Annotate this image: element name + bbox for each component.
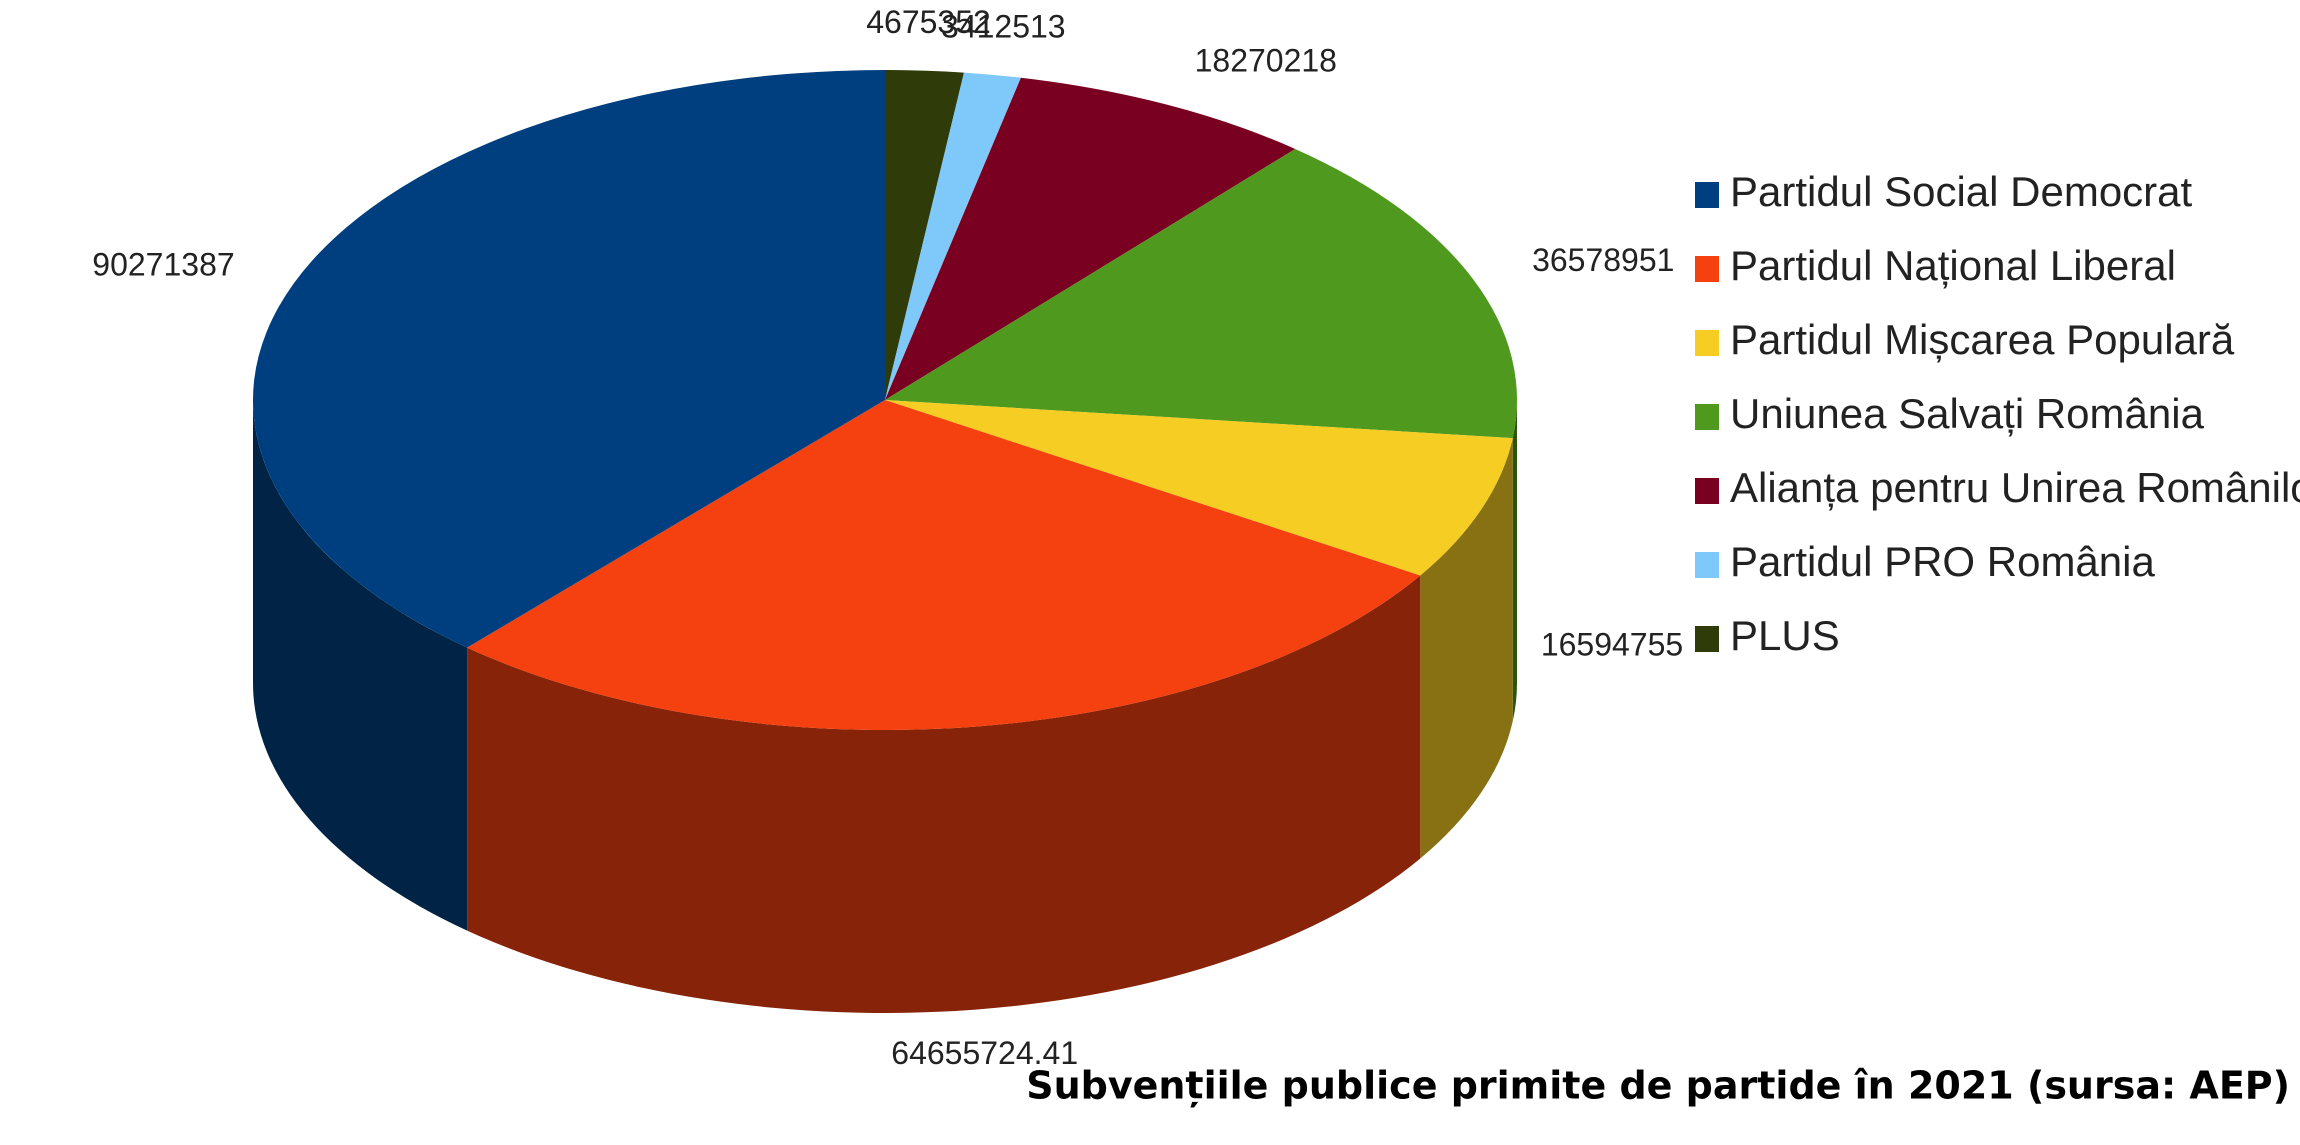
legend-swatch xyxy=(1695,478,1719,504)
legend-label: Partidul Social Democrat xyxy=(1730,168,2193,215)
data-label: 36578951 xyxy=(1532,242,1674,278)
slice xyxy=(885,70,964,400)
data-label: 3412513 xyxy=(941,9,1066,45)
legend-swatch xyxy=(1695,182,1719,208)
slice-side xyxy=(1512,400,1517,722)
data-label: 64655724.41 xyxy=(891,1035,1078,1071)
slice xyxy=(885,400,1513,576)
slice xyxy=(253,70,885,648)
legend-label: PLUS xyxy=(1730,612,1840,659)
legend-swatch xyxy=(1695,330,1719,356)
legend-label: Partidul Mișcarea Populară xyxy=(1730,316,2235,363)
chart-title: Subvențiile publice primite de partide î… xyxy=(1026,1064,2290,1108)
slice-side xyxy=(253,400,468,931)
data-label: 18270218 xyxy=(1195,43,1337,79)
legend-swatch xyxy=(1695,404,1719,430)
slice-side xyxy=(467,575,1421,1013)
legend-label: Alianța pentru Unirea Românilor xyxy=(1730,464,2300,511)
slice xyxy=(467,400,1421,730)
slice xyxy=(885,77,1296,400)
legend-label: Uniunea Salvați România xyxy=(1730,390,2205,437)
legend-label: Partidul Național Liberal xyxy=(1730,242,2176,289)
slice-side xyxy=(1420,438,1513,859)
legend-label: Partidul PRO România xyxy=(1730,538,2155,585)
slice xyxy=(885,72,1021,400)
legend-swatch xyxy=(1695,256,1719,282)
legend-swatch xyxy=(1695,626,1719,652)
legend-swatch xyxy=(1695,552,1719,578)
data-label: 90271387 xyxy=(92,246,234,282)
data-label: 4675352 xyxy=(866,4,991,40)
slice xyxy=(885,148,1517,439)
data-label: 16594755 xyxy=(1541,626,1683,662)
